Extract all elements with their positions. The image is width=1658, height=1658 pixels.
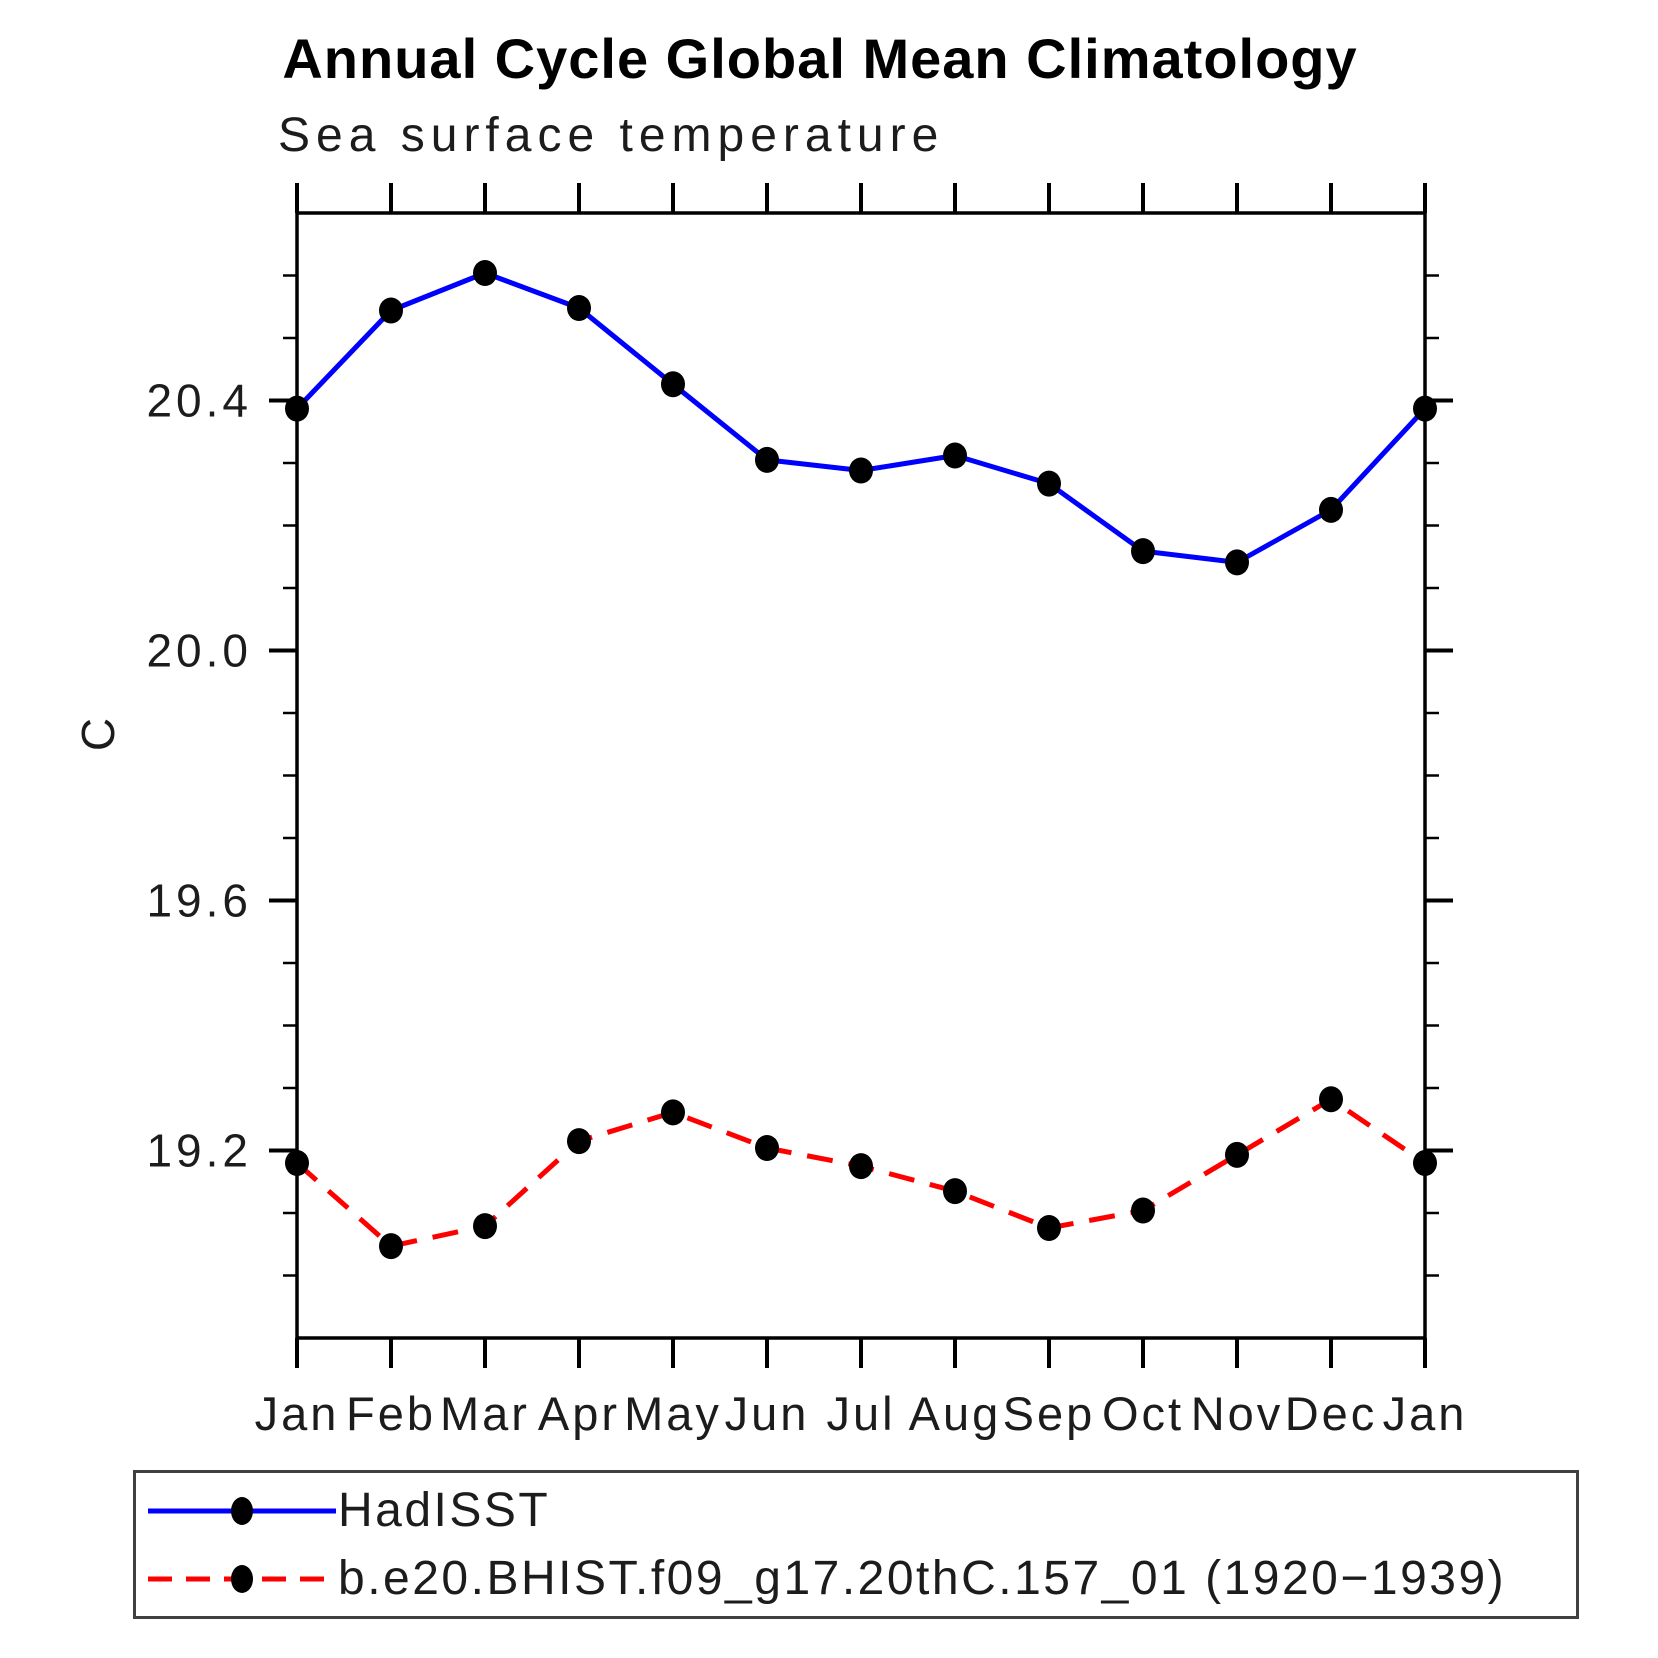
data-point-marker-0 <box>661 371 685 398</box>
data-point-marker-0 <box>1319 496 1343 523</box>
y-axis-tick-label: 19.2 <box>146 1125 252 1177</box>
x-axis-tick-label: Apr <box>538 1387 620 1440</box>
data-point-marker-0 <box>473 260 497 286</box>
data-point-marker-0 <box>567 295 591 321</box>
page-title: Annual Cycle Global Mean Climatology <box>282 27 1358 90</box>
data-point-marker-1 <box>1225 1141 1249 1168</box>
y-axis-tick-label: 19.6 <box>146 875 252 927</box>
legend-label-model: b.e20.BHIST.f09_g17.20thC.157_01 (1920−1… <box>338 1552 1507 1605</box>
data-point-marker-1 <box>1319 1086 1343 1113</box>
data-point-marker-1 <box>1413 1150 1437 1176</box>
legend-item-hadisst: HadISST <box>146 1480 1576 1542</box>
legend-marker-1 <box>231 1564 253 1593</box>
data-point-marker-1 <box>755 1135 779 1161</box>
y-axis-tick-label: 20.0 <box>146 625 252 677</box>
x-axis-tick-label: Sep <box>1003 1387 1096 1440</box>
data-point-marker-0 <box>1131 538 1155 565</box>
data-point-marker-0 <box>379 297 403 324</box>
legend-marker-0 <box>231 1496 253 1525</box>
series-line-0 <box>295 270 1427 565</box>
data-point-marker-1 <box>661 1099 685 1126</box>
data-point-marker-0 <box>285 395 309 422</box>
chart-subtitle: Sea surface temperature <box>278 109 945 162</box>
legend-label-hadisst: HadISST <box>338 1484 551 1537</box>
data-point-marker-1 <box>379 1233 403 1260</box>
x-axis-tick-label: Jun <box>725 1387 810 1440</box>
legend-sample-line-1 <box>148 1564 336 1593</box>
x-axis-tick-label: May <box>624 1387 722 1440</box>
legend-item-model: b.e20.BHIST.f09_g17.20thC.157_01 (1920−1… <box>146 1548 1576 1610</box>
y-axis-tick-label: 20.4 <box>146 375 252 427</box>
data-point-marker-1 <box>1131 1197 1155 1224</box>
x-axis-tick-label: Jan <box>1383 1387 1468 1440</box>
x-axis-tick-label: Nov <box>1191 1387 1284 1440</box>
data-point-marker-0 <box>849 457 873 484</box>
x-axis-tick-label: Jan <box>255 1387 340 1440</box>
x-axis-tick-label: Mar <box>440 1387 530 1440</box>
legend-box: HadISST b.e20.BHIST.f09_g17.20thC.157_01… <box>133 1470 1579 1619</box>
data-point-marker-1 <box>567 1128 591 1155</box>
data-point-marker-0 <box>943 442 967 469</box>
data-point-marker-0 <box>1225 549 1249 576</box>
data-point-marker-1 <box>1037 1215 1061 1241</box>
x-axis-tick-label: Jul <box>826 1387 895 1440</box>
x-axis-tick-label: Oct <box>1102 1387 1184 1440</box>
data-point-marker-1 <box>849 1153 873 1180</box>
data-point-marker-1 <box>285 1150 309 1176</box>
data-point-marker-0 <box>1413 395 1437 422</box>
x-axis-tick-label: Dec <box>1285 1387 1378 1440</box>
data-point-marker-0 <box>1037 470 1061 497</box>
x-axis-tick-label: Aug <box>909 1387 1002 1440</box>
x-axis-tick-label: Feb <box>346 1387 436 1440</box>
data-point-marker-1 <box>473 1213 497 1240</box>
data-point-marker-1 <box>943 1178 967 1205</box>
data-point-marker-0 <box>755 446 779 473</box>
legend-sample-line-0 <box>148 1496 336 1525</box>
